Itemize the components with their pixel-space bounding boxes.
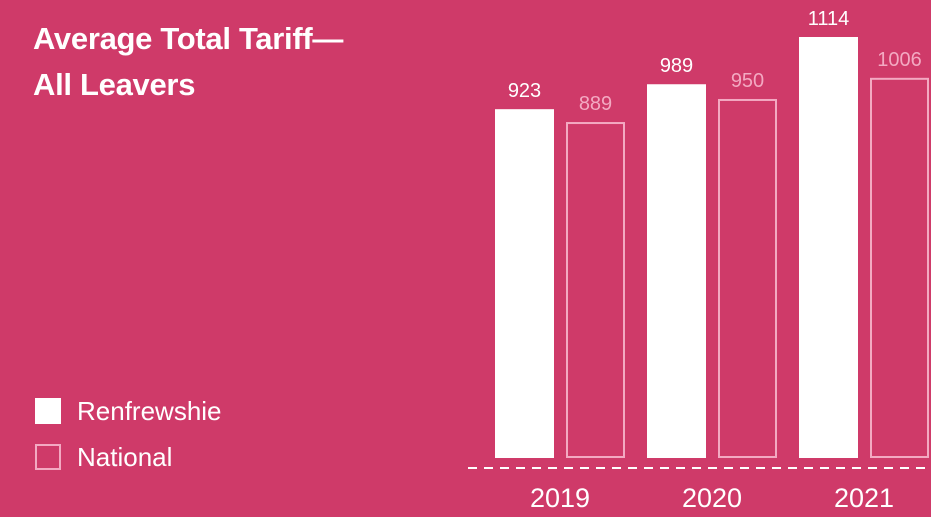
legend-label-national: National bbox=[77, 441, 173, 472]
bar-national-2019 bbox=[566, 122, 625, 458]
data-label-renfrewshie-2021: 1114 bbox=[808, 8, 850, 30]
bar-national-2020 bbox=[718, 98, 777, 458]
x-tick-label-2019: 2019 bbox=[530, 483, 590, 513]
legend-item-national: National bbox=[35, 434, 222, 480]
data-label-national-2020: 950 bbox=[731, 70, 764, 92]
data-label-national-2019: 889 bbox=[579, 93, 612, 115]
bar-national-2021 bbox=[870, 77, 929, 458]
bar-renfrewshie-2020 bbox=[647, 84, 706, 458]
x-tick-label-2020: 2020 bbox=[682, 483, 742, 513]
bar-renfrewshie-2021 bbox=[799, 37, 858, 458]
bar-renfrewshie-2019 bbox=[495, 109, 554, 459]
legend-label-renfrewshie: Renfrewshie bbox=[77, 395, 222, 426]
data-label-renfrewshie-2020: 989 bbox=[660, 55, 693, 77]
legend-swatch-renfrewshie bbox=[35, 398, 61, 424]
data-label-renfrewshie-2019: 923 bbox=[508, 80, 541, 102]
legend: Renfrewshie National bbox=[35, 388, 222, 480]
chart-title: Average Total Tariff— All Leavers bbox=[33, 21, 344, 102]
legend-item-renfrewshie: Renfrewshie bbox=[35, 388, 222, 434]
x-tick-label-2021: 2021 bbox=[834, 483, 894, 513]
data-label-national-2021: 1006 bbox=[877, 49, 922, 71]
legend-swatch-national bbox=[35, 444, 61, 470]
